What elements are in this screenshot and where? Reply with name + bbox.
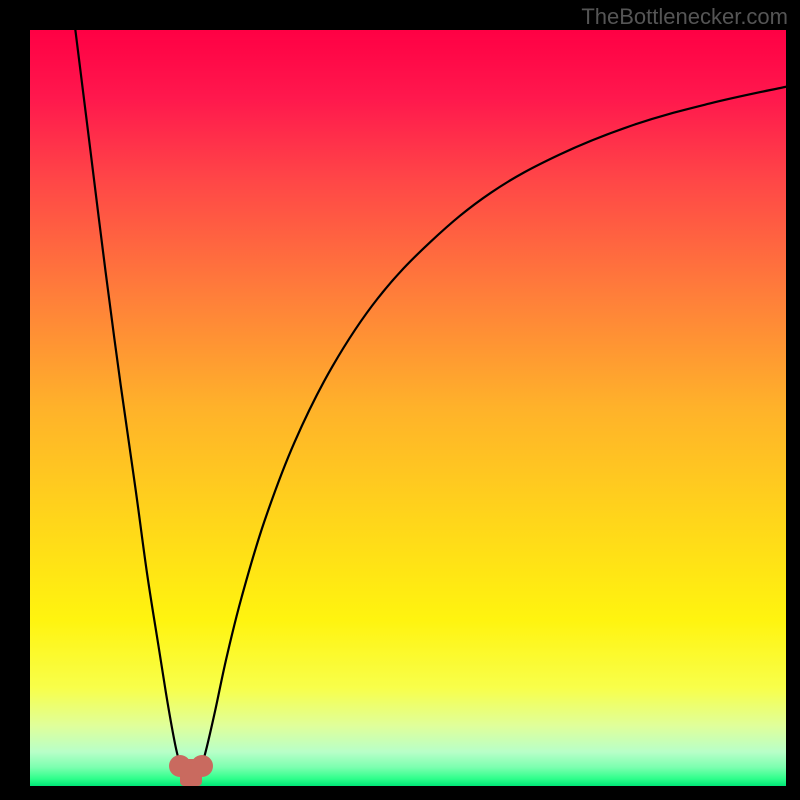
- chart-container: TheBottlenecker.com: [0, 0, 800, 800]
- watermark-text: TheBottlenecker.com: [581, 4, 788, 30]
- curve-left-branch: [75, 30, 180, 766]
- marker-dot-1: [191, 755, 213, 777]
- curve-layer: [30, 30, 786, 786]
- plot-area: [30, 30, 786, 786]
- curve-right-branch: [202, 87, 786, 767]
